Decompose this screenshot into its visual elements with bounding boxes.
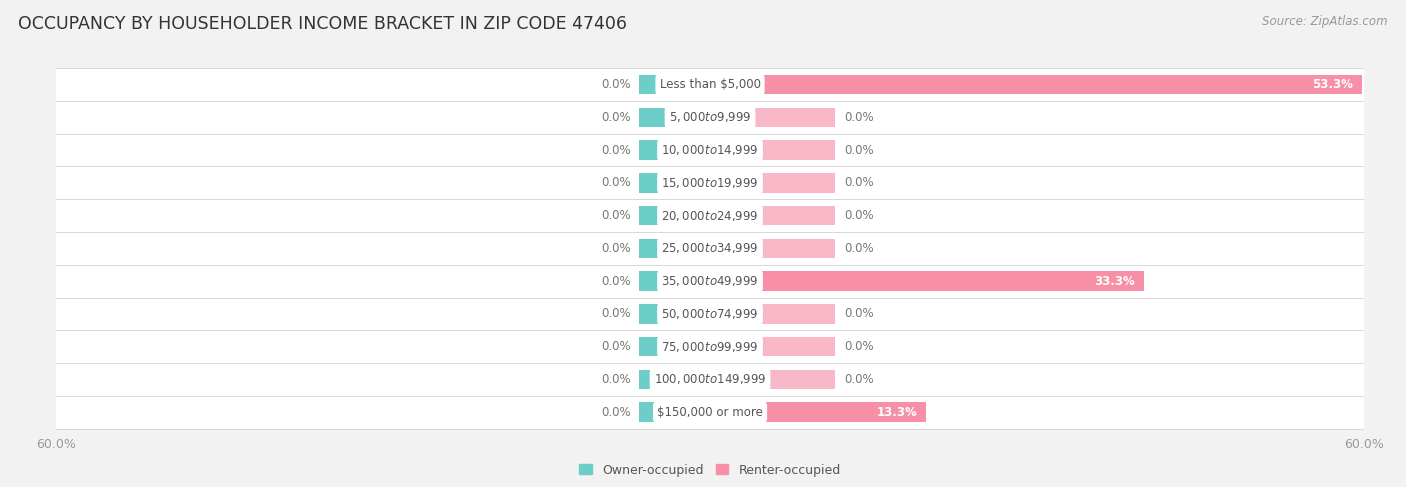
Bar (640, 108, 710, 127)
Text: $25,000 to $34,999: $25,000 to $34,999 (661, 242, 759, 255)
Text: $5,000 to $9,999: $5,000 to $9,999 (669, 111, 751, 124)
Bar (640, 402, 710, 422)
Bar (780, 206, 835, 225)
Bar (640, 239, 710, 258)
Bar (710, 337, 780, 356)
Text: OCCUPANCY BY HOUSEHOLDER INCOME BRACKET IN ZIP CODE 47406: OCCUPANCY BY HOUSEHOLDER INCOME BRACKET … (18, 15, 627, 33)
Bar (640, 173, 710, 193)
Text: 0.0%: 0.0% (600, 176, 630, 189)
Text: 0.0%: 0.0% (600, 111, 630, 124)
Bar (710, 108, 780, 127)
Bar (780, 304, 835, 324)
Text: 0.0%: 0.0% (600, 78, 630, 91)
Text: 0.0%: 0.0% (600, 209, 630, 222)
Text: 0.0%: 0.0% (600, 307, 630, 320)
Bar (56, 101, 1364, 134)
Bar (56, 134, 1364, 167)
Bar (780, 140, 835, 160)
Text: 0.0%: 0.0% (600, 373, 630, 386)
Bar (640, 75, 710, 94)
Text: 13.3%: 13.3% (876, 406, 917, 419)
Text: 0.0%: 0.0% (844, 373, 873, 386)
Text: $15,000 to $19,999: $15,000 to $19,999 (661, 176, 759, 190)
Text: 0.0%: 0.0% (844, 340, 873, 353)
Bar (640, 140, 710, 160)
Bar (56, 396, 1364, 429)
Text: 0.0%: 0.0% (844, 307, 873, 320)
Text: 0.0%: 0.0% (600, 144, 630, 157)
Text: 0.0%: 0.0% (600, 340, 630, 353)
Bar (710, 140, 780, 160)
Text: $150,000 or more: $150,000 or more (657, 406, 763, 419)
Bar (710, 402, 780, 422)
Text: 33.3%: 33.3% (1094, 275, 1135, 288)
Text: 0.0%: 0.0% (844, 209, 873, 222)
Text: 0.0%: 0.0% (600, 406, 630, 419)
Text: Source: ZipAtlas.com: Source: ZipAtlas.com (1263, 15, 1388, 28)
Bar (780, 337, 835, 356)
Text: 0.0%: 0.0% (844, 176, 873, 189)
Bar (780, 108, 835, 127)
Bar (780, 173, 835, 193)
Text: 0.0%: 0.0% (844, 144, 873, 157)
Bar (56, 330, 1364, 363)
Bar (640, 304, 710, 324)
Legend: Owner-occupied, Renter-occupied: Owner-occupied, Renter-occupied (575, 459, 845, 482)
Bar (56, 232, 1364, 265)
Bar (780, 75, 1361, 94)
Bar (640, 370, 710, 389)
Bar (710, 206, 780, 225)
Text: 53.3%: 53.3% (1312, 78, 1353, 91)
Text: 0.0%: 0.0% (844, 111, 873, 124)
Text: Less than $5,000: Less than $5,000 (659, 78, 761, 91)
Bar (780, 370, 835, 389)
Bar (56, 298, 1364, 330)
Text: $35,000 to $49,999: $35,000 to $49,999 (661, 274, 759, 288)
Bar (56, 167, 1364, 199)
Text: $100,000 to $149,999: $100,000 to $149,999 (654, 373, 766, 386)
Text: 0.0%: 0.0% (844, 242, 873, 255)
Bar (780, 271, 1143, 291)
Text: $10,000 to $14,999: $10,000 to $14,999 (661, 143, 759, 157)
Text: $75,000 to $99,999: $75,000 to $99,999 (661, 339, 759, 354)
Bar (640, 271, 710, 291)
Bar (710, 370, 780, 389)
Bar (780, 402, 925, 422)
Bar (56, 68, 1364, 101)
Bar (56, 265, 1364, 298)
Bar (780, 239, 835, 258)
Text: 0.0%: 0.0% (600, 242, 630, 255)
Bar (640, 337, 710, 356)
Bar (710, 271, 780, 291)
Bar (56, 199, 1364, 232)
Bar (710, 304, 780, 324)
Bar (710, 75, 780, 94)
Bar (710, 173, 780, 193)
Text: 0.0%: 0.0% (600, 275, 630, 288)
Bar (710, 239, 780, 258)
Bar (56, 363, 1364, 396)
Text: $20,000 to $24,999: $20,000 to $24,999 (661, 208, 759, 223)
Text: $50,000 to $74,999: $50,000 to $74,999 (661, 307, 759, 321)
Bar (640, 206, 710, 225)
